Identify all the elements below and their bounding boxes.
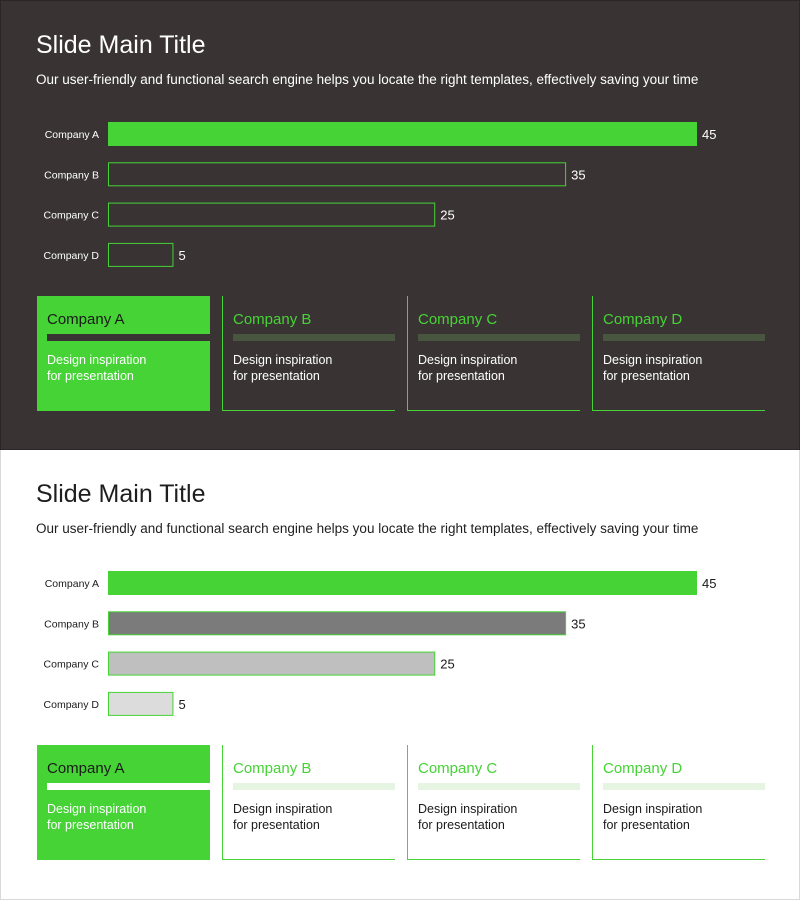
card-description: Design inspiration for presentation	[233, 802, 333, 832]
card-title: Company C	[418, 311, 498, 328]
value-label-company-c: 25	[440, 657, 454, 672]
card-company-d[interactable]: Company D Design inspiration for present…	[592, 296, 765, 411]
card-company-a[interactable]: Company A Design inspiration for present…	[37, 296, 210, 411]
value-label-company-a: 45	[702, 127, 716, 142]
slide-title: Slide Main Title	[36, 31, 206, 59]
card-row: Company A Design inspiration for present…	[37, 296, 767, 412]
card-divider	[603, 783, 765, 790]
bar-company-a	[108, 571, 697, 595]
card-title: Company B	[233, 760, 312, 777]
value-label-company-a: 45	[702, 576, 716, 591]
category-label-company-d: Company D	[44, 250, 100, 262]
card-title: Company C	[418, 760, 498, 777]
slide-dark: Slide Main Title Our user-friendly and f…	[0, 0, 800, 450]
bar-company-b	[108, 611, 567, 636]
card-description: Design inspiration for presentation	[418, 802, 518, 832]
bar-company-a	[108, 122, 697, 146]
category-label-company-b: Company B	[44, 169, 99, 181]
card-title: Company B	[233, 311, 312, 328]
card-description: Design inspiration for presentation	[418, 353, 518, 383]
category-label-company-d: Company D	[44, 699, 100, 711]
bar-company-c	[108, 202, 436, 227]
bar-company-d	[108, 242, 174, 267]
value-label-company-b: 35	[571, 616, 585, 631]
card-company-b[interactable]: Company B Design inspiration for present…	[222, 296, 395, 411]
card-company-c[interactable]: Company C Design inspiration for present…	[407, 296, 580, 411]
card-title: Company A	[47, 311, 125, 328]
card-company-c[interactable]: Company C Design inspiration for present…	[407, 745, 580, 860]
value-label-company-b: 35	[571, 167, 585, 182]
card-title: Company D	[603, 311, 683, 328]
card-company-b[interactable]: Company B Design inspiration for present…	[222, 745, 395, 860]
card-description: Design inspiration for presentation	[603, 353, 703, 383]
card-divider	[47, 334, 210, 341]
value-label-company-c: 25	[440, 208, 454, 223]
card-row: Company A Design inspiration for present…	[37, 745, 767, 861]
card-divider	[47, 783, 210, 790]
slide-light: Slide Main Title Our user-friendly and f…	[0, 450, 800, 900]
card-divider	[233, 334, 395, 341]
bar-chart: Company A 45 Company B 35 Company C 25 Company…	[44, 122, 716, 267]
card-company-a[interactable]: Company A Design inspiration for present…	[37, 745, 210, 860]
card-description: Design inspiration for presentation	[603, 802, 703, 832]
card-description: Design inspiration for presentation	[47, 802, 147, 832]
card-description: Design inspiration for presentation	[233, 353, 333, 383]
card-description: Design inspiration for presentation	[47, 353, 147, 383]
category-label-company-c: Company C	[44, 659, 100, 671]
card-divider	[418, 783, 580, 790]
category-label-company-a: Company A	[45, 578, 99, 590]
bar-company-c	[108, 651, 436, 676]
category-label-company-a: Company A	[45, 129, 99, 141]
value-label-company-d: 5	[178, 697, 185, 712]
slide-subtitle: Our user-friendly and functional search …	[36, 521, 699, 536]
category-label-company-c: Company C	[44, 210, 100, 222]
card-company-d[interactable]: Company D Design inspiration for present…	[592, 745, 765, 860]
slide-title: Slide Main Title	[36, 480, 206, 508]
card-divider	[603, 334, 765, 341]
bar-chart: Company A 45 Company B 35 Company C 25 Company…	[44, 571, 716, 716]
card-divider	[418, 334, 580, 341]
slide-subtitle: Our user-friendly and functional search …	[36, 72, 699, 87]
category-label-company-b: Company B	[44, 618, 99, 630]
card-divider	[233, 783, 395, 790]
value-label-company-d: 5	[178, 248, 185, 263]
bar-company-d	[108, 691, 174, 716]
bar-company-b	[108, 162, 567, 187]
card-title: Company A	[47, 760, 125, 777]
card-title: Company D	[603, 760, 683, 777]
